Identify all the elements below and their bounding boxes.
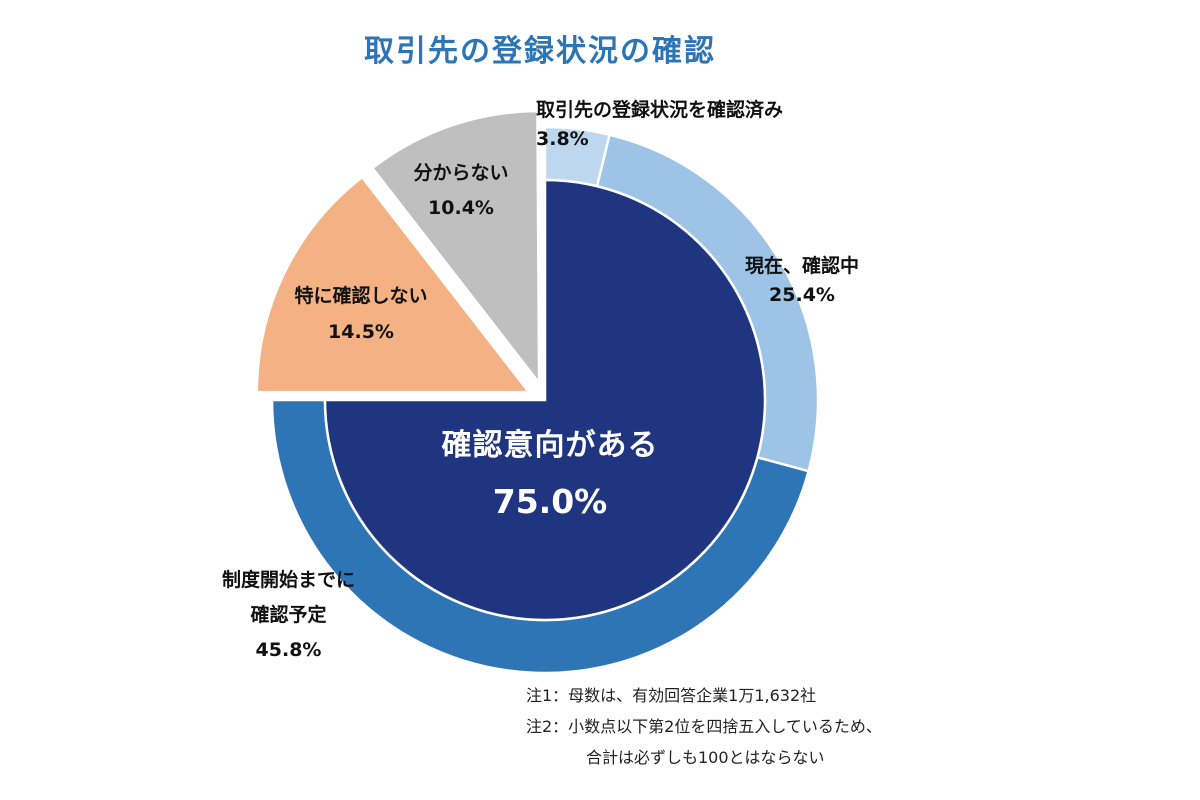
- label-unknown: 分からない 10.4%: [376, 156, 546, 226]
- label-unknown-value: 10.4%: [428, 197, 494, 220]
- slice-no-check: [255, 175, 532, 394]
- label-planned: 制度開始までに 確認予定 45.8%: [222, 563, 355, 668]
- label-checking-name: 現在、確認中: [745, 255, 860, 277]
- label-planned-value: 45.8%: [255, 639, 322, 662]
- label-no-check-name: 特に確認しない: [294, 285, 428, 307]
- slice-unknown: [370, 109, 541, 387]
- label-no-check-value: 14.5%: [328, 321, 394, 344]
- footnote-2-continued: 合計は必ずしも100とはならない: [586, 748, 825, 768]
- label-planned-name-line2: 確認予定: [250, 604, 327, 627]
- label-no-check: 特に確認しない 14.5%: [268, 278, 454, 350]
- label-planned-name-line1: 制度開始までに: [222, 569, 356, 591]
- footnote-1: 注1：母数は、有効回答企業1万1,632社: [526, 686, 817, 705]
- footnotes: 注1：母数は、有効回答企業1万1,632社 注2：小数点以下第2位を四捨五入して…: [526, 680, 882, 774]
- label-checking: 現在、確認中 25.4%: [745, 252, 859, 311]
- label-intend-to-confirm: 確認意向がある 75.0%: [390, 420, 710, 521]
- label-confirmed-name: 取引先の登録状況を確認済み: [536, 99, 784, 121]
- label-unknown-name: 分からない: [413, 162, 509, 184]
- label-checking-value: 25.4%: [769, 284, 835, 307]
- chart-title: 取引先の登録状況の確認: [364, 34, 716, 69]
- label-intend-name: 確認意向がある: [441, 428, 659, 463]
- label-confirmed: 取引先の登録状況を確認済み 3.8%: [536, 96, 783, 155]
- slice-intend-to-confirm: [323, 178, 767, 622]
- label-confirmed-value: 3.8%: [536, 128, 589, 151]
- footnote-2: 注2：小数点以下第2位を四捨五入しているため、: [526, 717, 882, 737]
- label-intend-value: 75.0%: [492, 482, 608, 521]
